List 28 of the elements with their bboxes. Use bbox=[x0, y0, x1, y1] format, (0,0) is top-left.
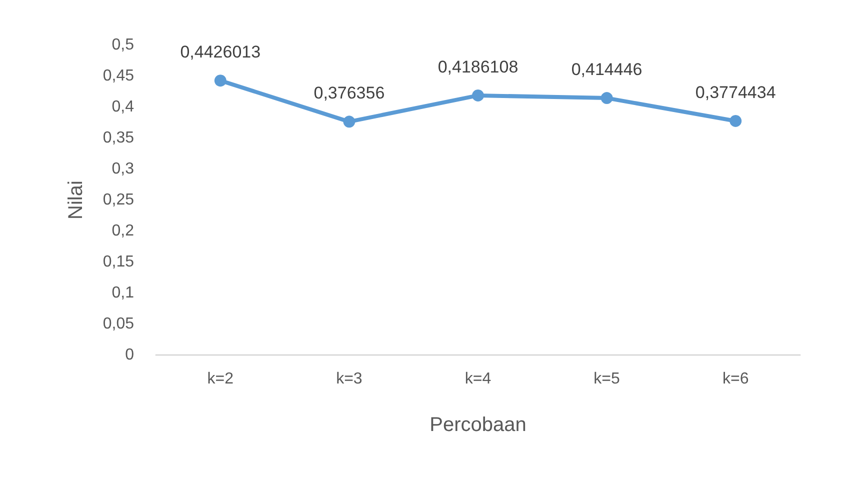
x-axis-title: Percobaan bbox=[430, 414, 526, 436]
y-axis-title: Nilai bbox=[65, 180, 87, 220]
point bbox=[730, 114, 742, 127]
data-label: 0,3774434 bbox=[695, 82, 776, 102]
y-tick-label: 0,1 bbox=[112, 284, 134, 302]
y-tick-label: 0,45 bbox=[102, 68, 134, 84]
y-tick-label: 0,25 bbox=[102, 192, 134, 208]
y-tick-label: 0,05 bbox=[102, 316, 134, 332]
point bbox=[600, 92, 613, 104]
y-tick-label: 0,3 bbox=[112, 160, 134, 178]
x-tick-label: k=5 bbox=[594, 370, 620, 388]
x-tick-label: k=4 bbox=[464, 370, 492, 388]
data-label: 0,4186108 bbox=[438, 57, 518, 76]
y-tick-label: 0,2 bbox=[112, 222, 134, 240]
point bbox=[472, 89, 484, 102]
data-label: 0,414446 bbox=[571, 60, 642, 80]
data-label: 0,4426013 bbox=[180, 42, 261, 62]
y-tick-label: 0,15 bbox=[102, 254, 134, 270]
x-tick-label: k=3 bbox=[336, 370, 362, 388]
point bbox=[214, 74, 226, 87]
y-tick-label: 0,35 bbox=[102, 130, 134, 146]
point bbox=[343, 116, 356, 128]
x-tick-label: k=2 bbox=[207, 370, 234, 388]
y-tick-label: 0 bbox=[125, 346, 134, 364]
data-label: 0,376356 bbox=[314, 84, 385, 103]
x-tick-label: k=6 bbox=[722, 370, 749, 388]
y-tick-label: 0,5 bbox=[112, 36, 134, 54]
y-tick-label: 0,4 bbox=[112, 98, 134, 116]
